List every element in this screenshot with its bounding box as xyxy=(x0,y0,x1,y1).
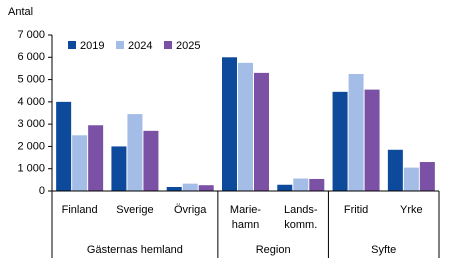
bar xyxy=(277,185,292,191)
legend-label: 2019 xyxy=(80,40,104,52)
legend-label: 2025 xyxy=(176,40,200,52)
y-tick-label: 6 000 xyxy=(17,51,45,63)
x-tick-label: Fritid xyxy=(344,204,368,216)
x-tick-label: Marie- xyxy=(230,204,262,216)
bar xyxy=(143,131,158,191)
y-tick-label: 7 000 xyxy=(17,29,45,41)
bar xyxy=(349,74,364,191)
bar xyxy=(72,135,87,191)
y-tick-label: 1 000 xyxy=(17,163,45,175)
bar xyxy=(333,92,348,191)
group-label: Syfte xyxy=(371,244,396,256)
bar xyxy=(183,184,198,191)
bar xyxy=(88,125,103,191)
bar xyxy=(238,63,253,191)
group-label: Region xyxy=(256,244,291,256)
x-tick-label: Lands- xyxy=(284,204,318,216)
x-tick-label: Sverige xyxy=(116,204,153,216)
bar xyxy=(388,150,403,191)
bar xyxy=(111,146,126,191)
y-tick-label: 5 000 xyxy=(17,73,45,85)
legend-swatch xyxy=(164,41,172,49)
x-tick-label: Finland xyxy=(62,204,98,216)
bar xyxy=(199,185,214,191)
group-label: Gästernas hemland xyxy=(87,244,183,256)
y-tick-label: 0 xyxy=(39,185,45,197)
legend-swatch xyxy=(68,41,76,49)
y-tick-label: 3 000 xyxy=(17,118,45,130)
x-tick-label: hamn xyxy=(232,219,260,231)
bar xyxy=(309,179,324,191)
x-tick-label: Övriga xyxy=(174,204,207,216)
bar xyxy=(222,57,237,191)
legend-swatch xyxy=(116,41,124,49)
bar xyxy=(254,73,269,191)
bar xyxy=(293,179,308,191)
bar xyxy=(420,162,435,191)
x-tick-label: Yrke xyxy=(400,204,423,216)
x-tick-label: komm. xyxy=(284,219,317,231)
y-tick-label: 4 000 xyxy=(17,96,45,108)
y-tick-label: 2 000 xyxy=(17,140,45,152)
y-axis-label: Antal xyxy=(8,6,33,18)
bar xyxy=(167,187,182,191)
bar xyxy=(56,102,71,191)
bar xyxy=(365,90,380,191)
bar xyxy=(127,114,142,191)
bar xyxy=(404,168,419,191)
legend-label: 2024 xyxy=(128,40,152,52)
